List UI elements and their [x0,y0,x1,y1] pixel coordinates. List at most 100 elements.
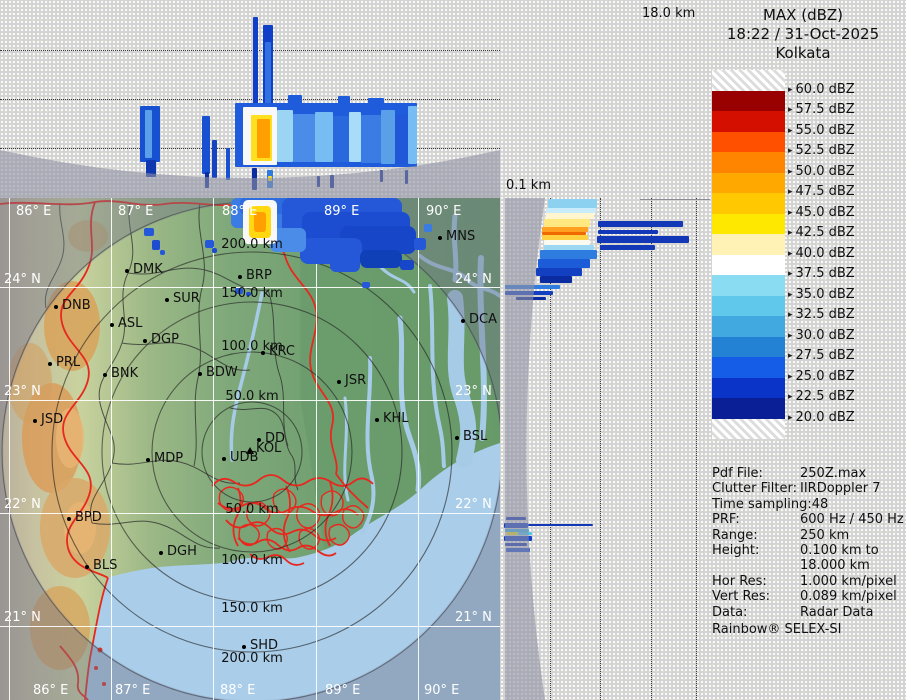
height-gridline [600,198,601,700]
radar-echo [362,282,370,288]
metadata-value: Radar Data [800,604,874,620]
sea-bay-of-bengal [85,443,500,700]
legend-arrow-icon: ▸ [788,228,793,238]
radar-echo [253,17,258,109]
latitude-label: 22° N [455,497,492,512]
top-panel-out-of-range-wedge [0,150,500,198]
colorbar-band [712,193,785,214]
city-dot [125,269,129,273]
radar-echo [333,116,349,162]
legend-entry-label: 47.5 dBZ [795,184,855,199]
legend-entry: ▸ 32.5 dBZ [788,307,855,322]
legend-arrow-icon: ▸ [788,187,793,197]
range-ring-label: 200.0 km [221,237,283,252]
longitude-label: 89° E [324,204,360,219]
radar-echo [144,228,154,236]
metadata-row: Pdf File: 250Z.max [712,466,906,481]
latitude-label: 24° N [455,272,492,287]
legend-entry: ▸ 22.5 dBZ [788,389,855,404]
legend-arrow-icon: ▸ [788,166,793,177]
range-ring-label: 200.0 km [221,651,283,666]
station-name: Kolkata [775,44,831,62]
latitude-gridline [0,400,500,401]
metadata-row: Range: 250 km [712,528,906,543]
legend-entry-label: 37.5 dBZ [795,266,855,281]
colorbar-band [712,336,785,357]
metadata-row: Time sampling: 48 [712,497,906,512]
longitude-label: 89° E [325,683,361,698]
city-dot [461,319,465,323]
radar-site-marker [246,447,254,454]
radar-echo [544,219,590,227]
radar-echo [542,227,588,232]
colorbar-band [712,254,785,275]
metadata-value: 0.089 km/pixel [800,589,897,605]
longitude-label: 86° E [16,204,52,219]
legend-entry-label: 32.5 dBZ [795,307,855,322]
city-dot [48,362,52,366]
latitude-label: 24° N [4,272,41,287]
radar-echo [546,213,594,219]
colorbar-band [712,152,785,173]
city-label: MDP [154,451,184,466]
latitude-gridline [0,513,500,514]
radar-echo [265,42,271,110]
metadata-label: Time sampling: [712,496,812,512]
legend-title-block: MAX (dBZ) 18:22 / 31-Oct-2025 Kolkata [700,6,906,63]
city-dot [165,298,169,302]
metadata-row: Height: 0.100 km to [712,543,906,558]
radar-echo [400,260,414,270]
colorbar-band [712,316,785,337]
latitude-label: 21° N [4,610,41,625]
longitude-label: 88° E [222,204,258,219]
city-dot [54,305,58,309]
radar-echo [598,221,683,227]
radar-echo [338,96,350,106]
legend-entry-label: 42.5 dBZ [795,225,855,240]
legend-entry: ▸ 55.0 dBZ [788,123,855,138]
radar-echo [330,256,360,272]
radar-echo [145,110,152,158]
metadata-row: PRF: 600 Hz / 450 Hz [712,512,906,527]
legend-arrow-icon: ▸ [788,351,793,361]
longitude-label: 86° E [33,683,69,698]
range-ring-label: 150.0 km [221,286,283,301]
metadata-label: Clutter Filter: [712,481,797,497]
legend-entry-label: 50.0 dBZ [795,163,855,179]
city-label: MNS [446,229,476,244]
city-dot [222,457,226,461]
radar-echo [538,259,590,268]
city-dot [103,373,107,377]
city-dot [198,372,202,376]
height-gridline [696,198,697,700]
height-gridline [0,50,500,51]
metadata-row: Vert Res: 0.089 km/pixel [712,589,906,604]
legend-entry-label: 20.0 dBZ [795,409,855,425]
city-label: BSL [463,429,488,444]
right-panel-top-tick [640,199,710,200]
radar-echo [600,245,655,250]
legend-arrow-icon: ▸ [788,310,793,320]
metadata-label: PRF: [712,512,740,528]
city-dot [110,323,114,327]
city-label: DMK [133,262,163,277]
legend-arrow-icon: ▸ [788,392,793,402]
metadata-label: Data: [712,604,748,620]
legend-entry: ▸ 47.5 dBZ [788,184,855,199]
legend-entry-label: 57.5 dBZ [795,102,855,117]
longitude-gridline [9,198,10,700]
colorbar-band [712,398,785,419]
legend-entry-label: 60.0 dBZ [795,81,855,97]
metadata-label: Pdf File: [712,466,763,481]
longitude-label: 90° E [426,204,462,219]
city-dot [257,438,261,442]
height-gridline [651,198,652,700]
longitude-label: 87° E [118,204,154,219]
latitude-label: 23° N [455,384,492,399]
legend-panel: MAX (dBZ) 18:22 / 31-Oct-2025 Kolkata ▸ 6… [700,0,906,700]
city-label: BPD [75,510,102,525]
colorbar-band [712,295,785,316]
colorbar-band [712,357,785,378]
legend-entry: ▸ 60.0 dBZ [788,82,855,97]
